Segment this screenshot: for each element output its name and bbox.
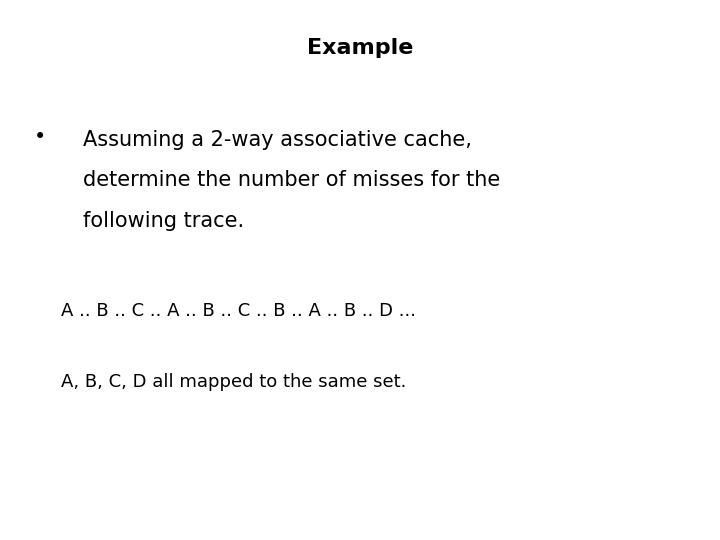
Text: determine the number of misses for the: determine the number of misses for the [83, 170, 500, 190]
Text: A, B, C, D all mapped to the same set.: A, B, C, D all mapped to the same set. [61, 373, 407, 390]
Text: Assuming a 2-way associative cache,: Assuming a 2-way associative cache, [83, 130, 472, 150]
Text: A .. B .. C .. A .. B .. C .. B .. A .. B .. D ...: A .. B .. C .. A .. B .. C .. B .. A .. … [61, 302, 416, 320]
Text: following trace.: following trace. [83, 211, 244, 231]
Text: Example: Example [307, 38, 413, 58]
Text: •: • [33, 127, 46, 147]
